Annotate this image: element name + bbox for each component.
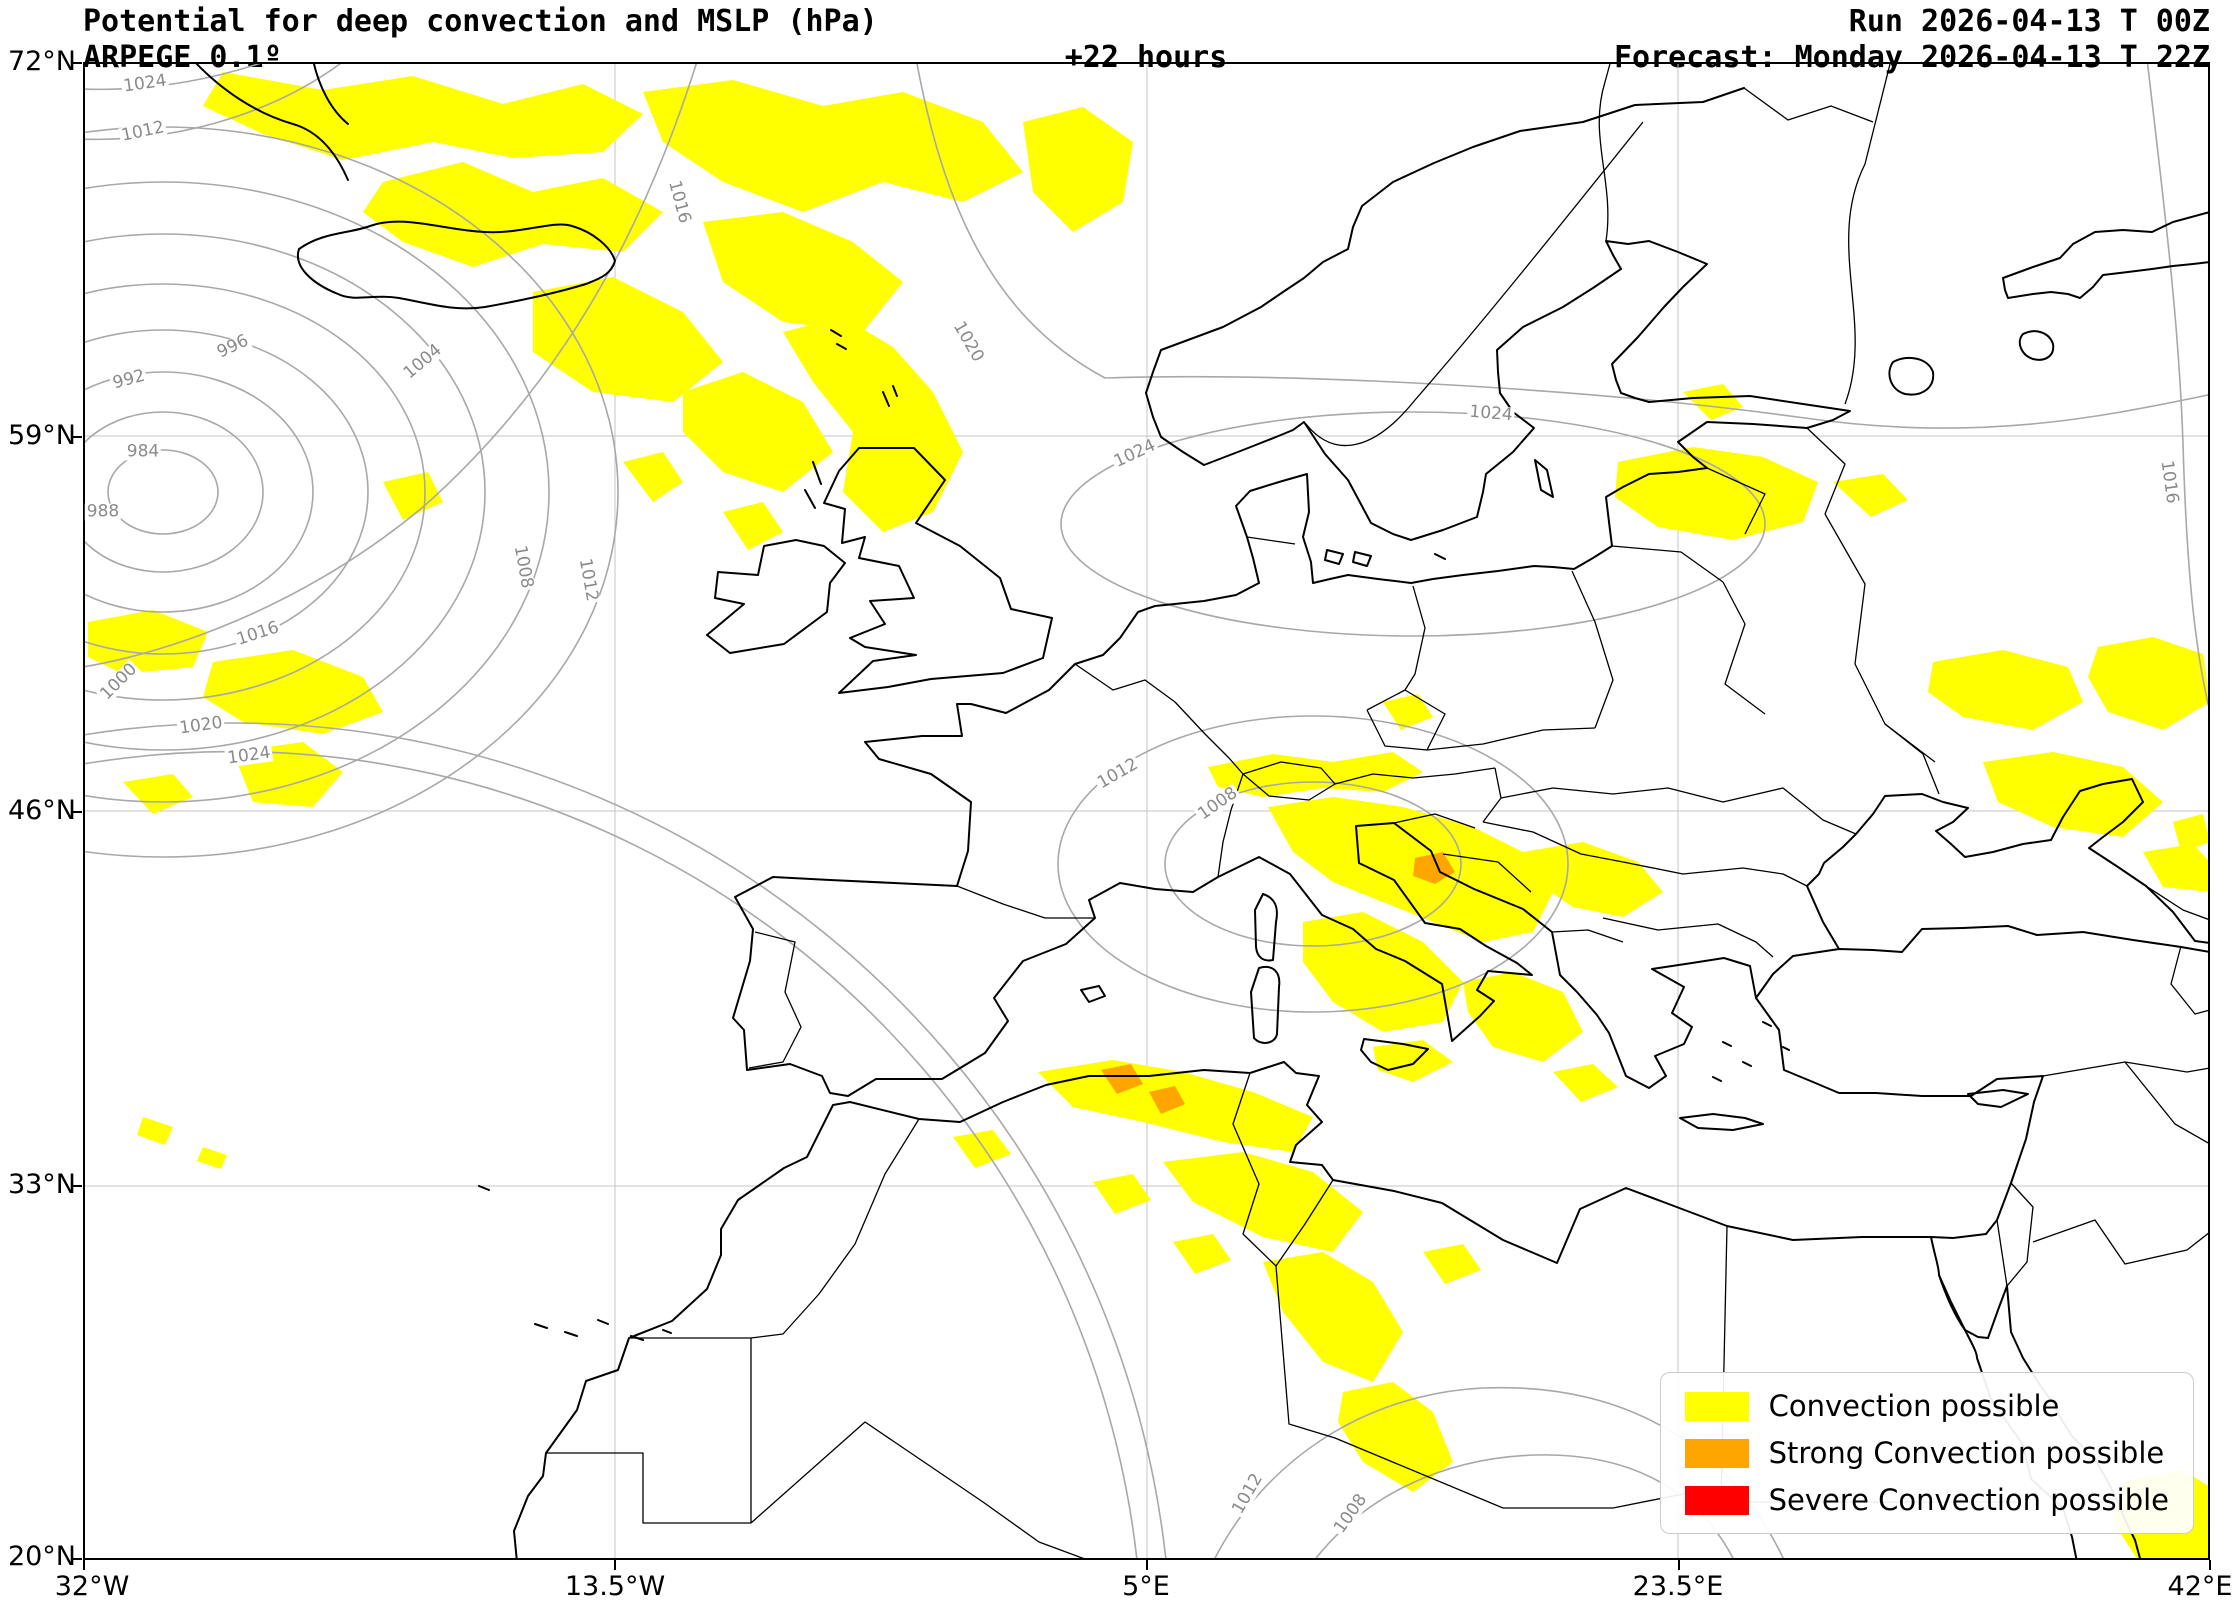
isobar-label: 1024	[1466, 401, 1516, 426]
legend-box: Convection possible Strong Convection po…	[1659, 1372, 2194, 1534]
forecast-map-svg	[83, 62, 2210, 1560]
lon-tickmark	[1678, 1560, 1680, 1570]
lat-tick-72n: 72°N	[7, 46, 76, 77]
convection-swatch	[1684, 1391, 1749, 1421]
legend-label-strong-convection: Strong Convection possible	[1768, 1436, 2165, 1470]
lat-tickmark	[72, 436, 82, 438]
strong-convection-areas	[1101, 852, 1455, 1114]
graticule-lines	[83, 62, 2210, 1560]
lon-tickmark	[1146, 1560, 1148, 1570]
lat-tick-20n: 20°N	[7, 1541, 76, 1572]
lon-tick-42e: 42°E	[2167, 1571, 2233, 1602]
lon-tickmark	[614, 1560, 616, 1570]
forecast-valid-label: Forecast: Monday 2026-04-13 T 22Z	[1613, 40, 2210, 75]
legend-item-strong-convection: Strong Convection possible	[1684, 1436, 2169, 1470]
lon-tick-23-5e: 23.5°E	[1632, 1571, 1724, 1602]
map-area: 1024 1012 1016 992 996 984 988 1000 1004…	[83, 62, 2210, 1560]
page-title: Potential for deep convection and MSLP (…	[83, 4, 878, 39]
lon-tickmark	[2209, 1560, 2211, 1570]
run-label: Run 2026-04-13 T 00Z	[1848, 4, 2210, 39]
country-borders	[546, 62, 2210, 1560]
convection-possible-areas	[88, 72, 2210, 1560]
legend-item-convection: Convection possible	[1684, 1389, 2169, 1423]
lon-tick-5e: 5°E	[1122, 1571, 1170, 1602]
legend-label-convection: Convection possible	[1768, 1389, 2060, 1423]
lon-tick-32w: 32°W	[54, 1571, 130, 1602]
isobar-label: 984	[124, 441, 162, 462]
isobar-label: 988	[84, 501, 122, 522]
model-label: ARPEGE 0.1º	[83, 40, 282, 75]
lat-tickmark	[72, 1558, 82, 1560]
lat-tick-46n: 46°N	[7, 795, 76, 826]
lon-tick-13-5w: 13.5°W	[564, 1571, 666, 1602]
lat-tick-59n: 59°N	[7, 420, 76, 451]
lat-tick-33n: 33°N	[7, 1169, 76, 1200]
legend-item-severe-convection: Severe Convection possible	[1684, 1483, 2169, 1517]
strong-convection-swatch	[1684, 1438, 1749, 1468]
lead-time-label: +22 hours	[1064, 40, 1228, 75]
coastlines	[193, 62, 2210, 1560]
map-frame	[83, 62, 2210, 1560]
legend-label-severe-convection: Severe Convection possible	[1768, 1483, 2169, 1517]
lat-tickmark	[72, 811, 82, 813]
lon-tickmark	[83, 1560, 85, 1570]
severe-convection-swatch	[1684, 1485, 1749, 1515]
lat-tickmark	[72, 62, 82, 64]
lat-tickmark	[72, 1185, 82, 1187]
